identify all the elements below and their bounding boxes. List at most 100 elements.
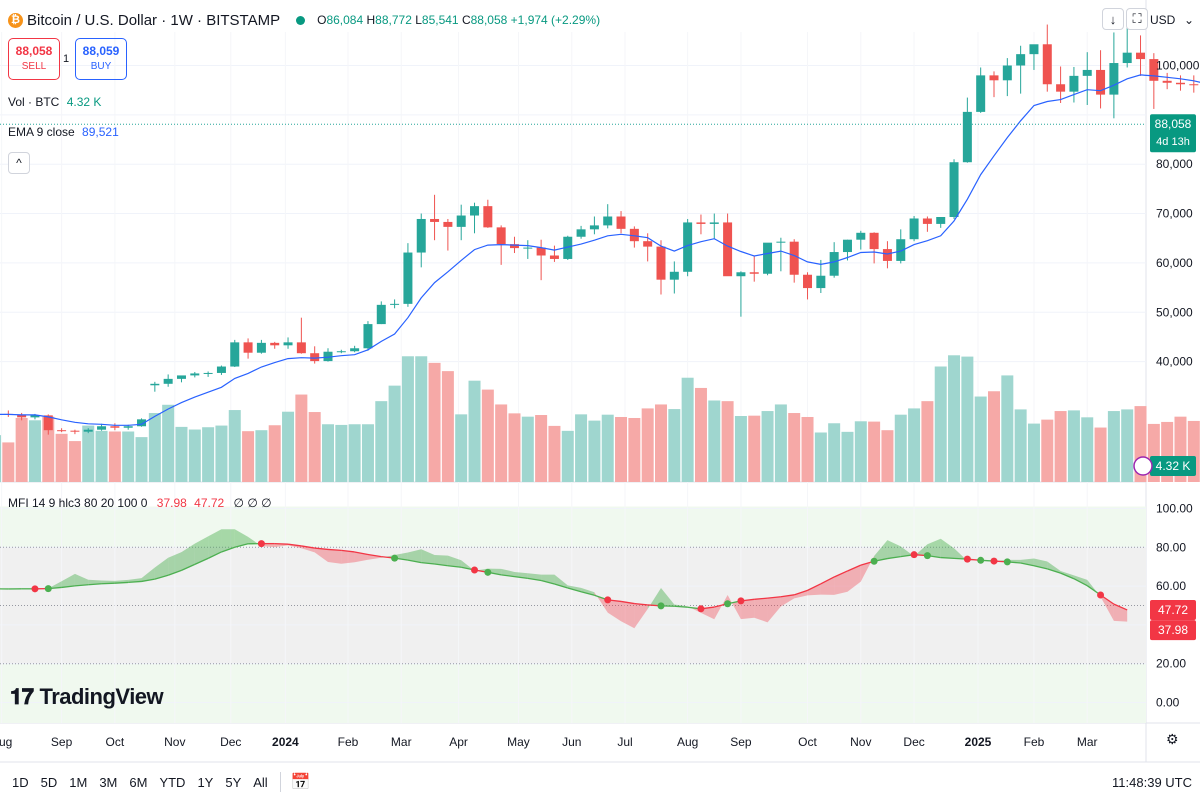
candle-body bbox=[549, 255, 559, 259]
candle bbox=[709, 213, 719, 240]
timeframe-button-3m[interactable]: 3M bbox=[99, 774, 118, 790]
candle bbox=[443, 218, 453, 251]
candle bbox=[230, 339, 240, 368]
candle-body bbox=[403, 252, 413, 304]
mfi-fill-segment bbox=[567, 585, 582, 592]
mfi-signal-segment bbox=[820, 576, 835, 585]
volume-bar bbox=[401, 356, 414, 482]
mfi-signal-segment bbox=[940, 556, 955, 560]
symbol-header[interactable]: ₿ Bitcoin / U.S. Dollar · 1W · BITSTAMP … bbox=[8, 8, 600, 32]
candle-body bbox=[789, 241, 799, 275]
mfi-signal-segment bbox=[754, 597, 768, 600]
timeframe-button-1m[interactable]: 1M bbox=[69, 774, 88, 790]
volume-bar bbox=[1041, 419, 1054, 482]
candle bbox=[803, 272, 813, 300]
candle-body bbox=[470, 206, 480, 216]
mfi-fill-segment bbox=[541, 574, 555, 584]
volume-bar bbox=[601, 414, 614, 482]
mfi-signal-segment bbox=[181, 563, 196, 571]
candle-body bbox=[163, 378, 173, 384]
clock-time[interactable]: 11:48:39 UTC bbox=[1112, 774, 1192, 790]
candle-body bbox=[643, 241, 653, 247]
time-tick-label: Feb bbox=[1024, 735, 1045, 749]
volume-bar bbox=[42, 416, 55, 482]
close-label: C bbox=[461, 13, 471, 27]
candle-body bbox=[283, 342, 293, 346]
timeframe-button-1y[interactable]: 1Y bbox=[197, 774, 214, 790]
mfi-signal-segment bbox=[274, 542, 289, 545]
volume-bar bbox=[1054, 411, 1067, 482]
timeframe-button-all[interactable]: All bbox=[253, 774, 268, 790]
volume-bar bbox=[748, 415, 761, 482]
candle bbox=[70, 429, 80, 435]
time-tick-label: Jul bbox=[617, 735, 632, 749]
mfi-cross-dot bbox=[44, 585, 52, 593]
volume-bar bbox=[948, 355, 961, 482]
date-range-icon[interactable]: 📅 bbox=[290, 774, 311, 791]
mfi-cross-dot bbox=[391, 554, 399, 562]
download-icon[interactable]: ↓ bbox=[1102, 8, 1124, 30]
open-label: O bbox=[317, 13, 327, 27]
volume-bar bbox=[255, 430, 268, 482]
timeframe-button-5d[interactable]: 5D bbox=[40, 774, 58, 790]
candle bbox=[163, 374, 173, 387]
time-tick-label: 2024 bbox=[272, 735, 299, 749]
tradingview-logo[interactable]: 𝟏𝟕 TradingView bbox=[10, 684, 164, 710]
timeframe-button-ytd[interactable]: YTD bbox=[159, 774, 186, 790]
high-value: 88,772 bbox=[375, 13, 412, 27]
candle-body bbox=[256, 342, 266, 353]
mfi-signal-segment bbox=[61, 585, 75, 589]
mfi-pane bbox=[0, 506, 1146, 723]
candle-body bbox=[363, 324, 373, 349]
mfi-signal-segment bbox=[327, 548, 342, 552]
candle bbox=[589, 216, 599, 235]
mfi-legend[interactable]: MFI 14 9 hlc3 80 20 100 0 37.98 47.72 ∅ … bbox=[8, 496, 272, 510]
volume-bar bbox=[1027, 423, 1040, 482]
sell-button[interactable]: 88,058 SELL bbox=[8, 38, 60, 80]
timeframe-button-5y[interactable]: 5Y bbox=[225, 774, 242, 790]
candle-body bbox=[43, 415, 53, 431]
volume-bar bbox=[108, 431, 121, 482]
volume-bar bbox=[694, 387, 707, 482]
candle bbox=[763, 242, 773, 276]
buy-button[interactable]: 88,059 BUY bbox=[75, 38, 127, 80]
candle-body bbox=[576, 229, 586, 237]
ohlc-values: O86,084 H88,772 L85,541 C88,058 +1,974 (… bbox=[317, 13, 600, 27]
mfi-fill-segment bbox=[914, 544, 928, 557]
fullscreen-icon[interactable]: ⛶ bbox=[1126, 8, 1148, 30]
ema-legend[interactable]: EMA 9 close 89,521 bbox=[8, 125, 119, 139]
mfi-fill-segment bbox=[887, 540, 901, 559]
candle-body bbox=[922, 218, 932, 224]
mfi-signal-segment bbox=[767, 596, 781, 599]
volume-legend[interactable]: Vol · BTC 4.32 K bbox=[8, 95, 101, 109]
candle bbox=[1069, 66, 1079, 103]
volume-bar bbox=[468, 380, 481, 482]
time-tick-label: Aug bbox=[0, 735, 12, 749]
currency-selector[interactable]: USD ⌄ bbox=[1150, 8, 1194, 32]
mfi-value-tag-text: 37.98 bbox=[1158, 623, 1188, 637]
mfi-fill-segment bbox=[740, 599, 755, 620]
axis-settings-icon[interactable]: ⚙ bbox=[1166, 731, 1179, 747]
timeframe-button-6m[interactable]: 6M bbox=[129, 774, 148, 790]
volume-bar bbox=[308, 412, 321, 482]
candle-body bbox=[430, 218, 440, 222]
mfi-signal-segment bbox=[514, 575, 528, 579]
mfi-signal-segment bbox=[341, 549, 355, 553]
time-tick-label: Feb bbox=[338, 735, 359, 749]
timeframe-button-1d[interactable]: 1D bbox=[12, 774, 29, 790]
volume-bar bbox=[788, 413, 801, 482]
volume-legend-value: 4.32 K bbox=[66, 95, 102, 109]
mfi-fill-segment bbox=[341, 550, 355, 564]
candle-body bbox=[1162, 80, 1172, 83]
tradingview-logo-text: TradingView bbox=[39, 684, 164, 709]
symbol-title[interactable]: Bitcoin / U.S. Dollar · 1W · BITSTAMP bbox=[27, 11, 281, 29]
mfi-value-tag: 37.98 bbox=[1150, 620, 1196, 641]
mfi-signal-segment bbox=[634, 602, 648, 606]
collapse-legend-icon[interactable]: ^ bbox=[8, 152, 30, 174]
candle-body bbox=[57, 430, 67, 432]
mfi-signal-segment bbox=[234, 543, 249, 548]
time-tick-label: Nov bbox=[850, 735, 871, 749]
mfi-fill-segment bbox=[940, 538, 955, 559]
volume-bar bbox=[481, 389, 494, 482]
